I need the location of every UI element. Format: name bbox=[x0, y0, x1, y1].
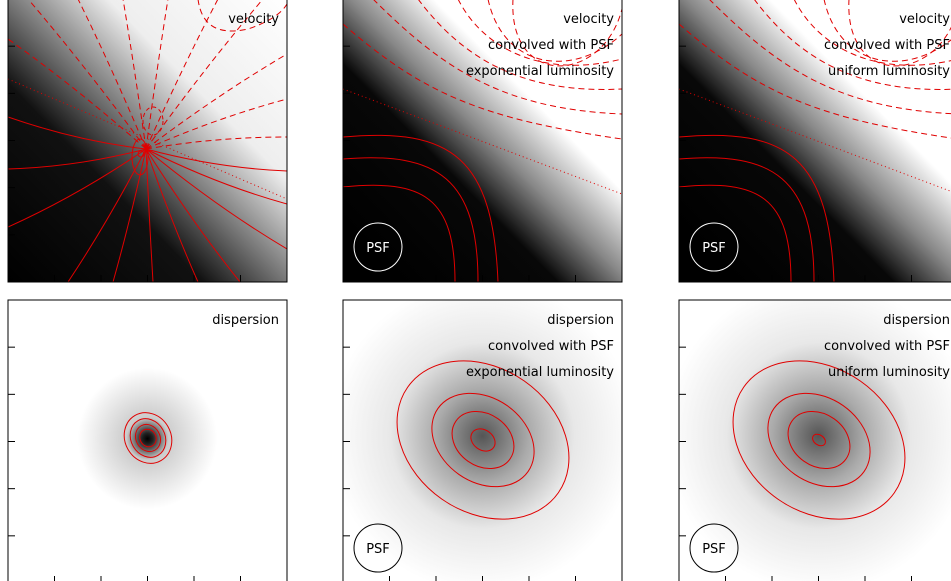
contour bbox=[487, 0, 622, 62]
psf-label: PSF bbox=[702, 542, 726, 557]
contour bbox=[145, 136, 287, 150]
contour bbox=[679, 184, 792, 282]
panel-label: uniform luminosity bbox=[828, 64, 950, 79]
contour bbox=[457, 0, 622, 66]
contour bbox=[812, 433, 826, 447]
contour bbox=[145, 148, 199, 282]
contour bbox=[732, 360, 906, 520]
contour bbox=[793, 0, 951, 66]
contour bbox=[343, 134, 499, 282]
contour bbox=[8, 116, 147, 150]
panel: dispersion convolved with PSF uniform lumi… bbox=[678, 299, 951, 581]
panel-map bbox=[8, 0, 287, 282]
contour bbox=[470, 428, 496, 452]
contour bbox=[451, 411, 515, 469]
contour bbox=[112, 148, 147, 282]
panel-label: dispersion bbox=[547, 313, 614, 328]
contour bbox=[145, 0, 169, 150]
contour bbox=[145, 53, 287, 150]
panel: velocity bbox=[7, 0, 288, 283]
psf-circle bbox=[689, 523, 739, 573]
panel: velocity convolved with PSF exponential lu… bbox=[342, 0, 623, 283]
contour bbox=[343, 157, 479, 282]
contour bbox=[679, 157, 815, 282]
contour bbox=[848, 0, 951, 67]
psf-label: PSF bbox=[366, 241, 390, 256]
panel-map bbox=[343, 0, 622, 282]
contour bbox=[145, 148, 287, 172]
panel-label: dispersion bbox=[212, 313, 279, 328]
contour bbox=[145, 98, 287, 150]
panel-map bbox=[679, 0, 951, 282]
contour bbox=[145, 148, 287, 250]
contour bbox=[8, 38, 147, 150]
panel: dispersion bbox=[7, 299, 288, 581]
panel-label: velocity bbox=[228, 12, 279, 27]
contour bbox=[787, 411, 851, 469]
map bbox=[679, 300, 951, 581]
contour bbox=[431, 392, 535, 488]
psf-circle bbox=[353, 523, 403, 573]
contour bbox=[197, 0, 287, 32]
panel-map bbox=[343, 300, 622, 581]
panel: velocity convolved with PSF uniform lumino… bbox=[678, 0, 951, 283]
contour bbox=[28, 0, 147, 150]
contour bbox=[139, 428, 157, 448]
panel-label: exponential luminosity bbox=[466, 365, 614, 380]
axis-line bbox=[343, 88, 622, 195]
psf-label: PSF bbox=[366, 542, 390, 557]
contour bbox=[145, 148, 241, 282]
panel-label: uniform luminosity bbox=[828, 365, 950, 380]
contour bbox=[373, 0, 622, 115]
contour bbox=[396, 360, 570, 520]
panel-label: convolved with PSF bbox=[824, 339, 950, 354]
map bbox=[343, 300, 622, 581]
contour bbox=[823, 0, 951, 62]
contour bbox=[131, 138, 149, 176]
contour bbox=[129, 418, 167, 458]
psf-circle bbox=[353, 222, 403, 272]
contour bbox=[343, 23, 622, 140]
contour bbox=[134, 423, 162, 453]
panel-label: velocity bbox=[899, 12, 950, 27]
panel-label: convolved with PSF bbox=[488, 38, 614, 53]
contour bbox=[142, 106, 164, 136]
map bbox=[679, 0, 951, 282]
contour bbox=[8, 148, 147, 228]
psf-label: PSF bbox=[702, 241, 726, 256]
panel-label: convolved with PSF bbox=[488, 339, 614, 354]
panel-label: exponential luminosity bbox=[466, 64, 614, 79]
psf-circle bbox=[689, 222, 739, 272]
panel: dispersion convolved with PSF exponential … bbox=[342, 299, 623, 581]
contour bbox=[679, 23, 951, 139]
contour bbox=[77, 0, 147, 150]
map bbox=[8, 300, 287, 581]
axis-line bbox=[679, 88, 951, 192]
contour bbox=[767, 392, 871, 488]
contour bbox=[679, 134, 835, 282]
contour bbox=[67, 148, 147, 282]
contour bbox=[137, 150, 145, 158]
contour bbox=[145, 148, 287, 205]
contour bbox=[122, 0, 147, 150]
panel-map bbox=[679, 300, 951, 581]
contour bbox=[709, 0, 951, 115]
panel-label: velocity bbox=[563, 12, 614, 27]
panel-label: dispersion bbox=[883, 313, 950, 328]
contour bbox=[343, 184, 456, 282]
contour bbox=[145, 0, 263, 150]
contour bbox=[123, 412, 173, 464]
contour bbox=[145, 0, 219, 150]
map bbox=[8, 0, 287, 282]
contour bbox=[8, 148, 147, 170]
contour bbox=[512, 0, 622, 67]
panel-map bbox=[8, 300, 287, 581]
panel-label: convolved with PSF bbox=[824, 38, 950, 53]
